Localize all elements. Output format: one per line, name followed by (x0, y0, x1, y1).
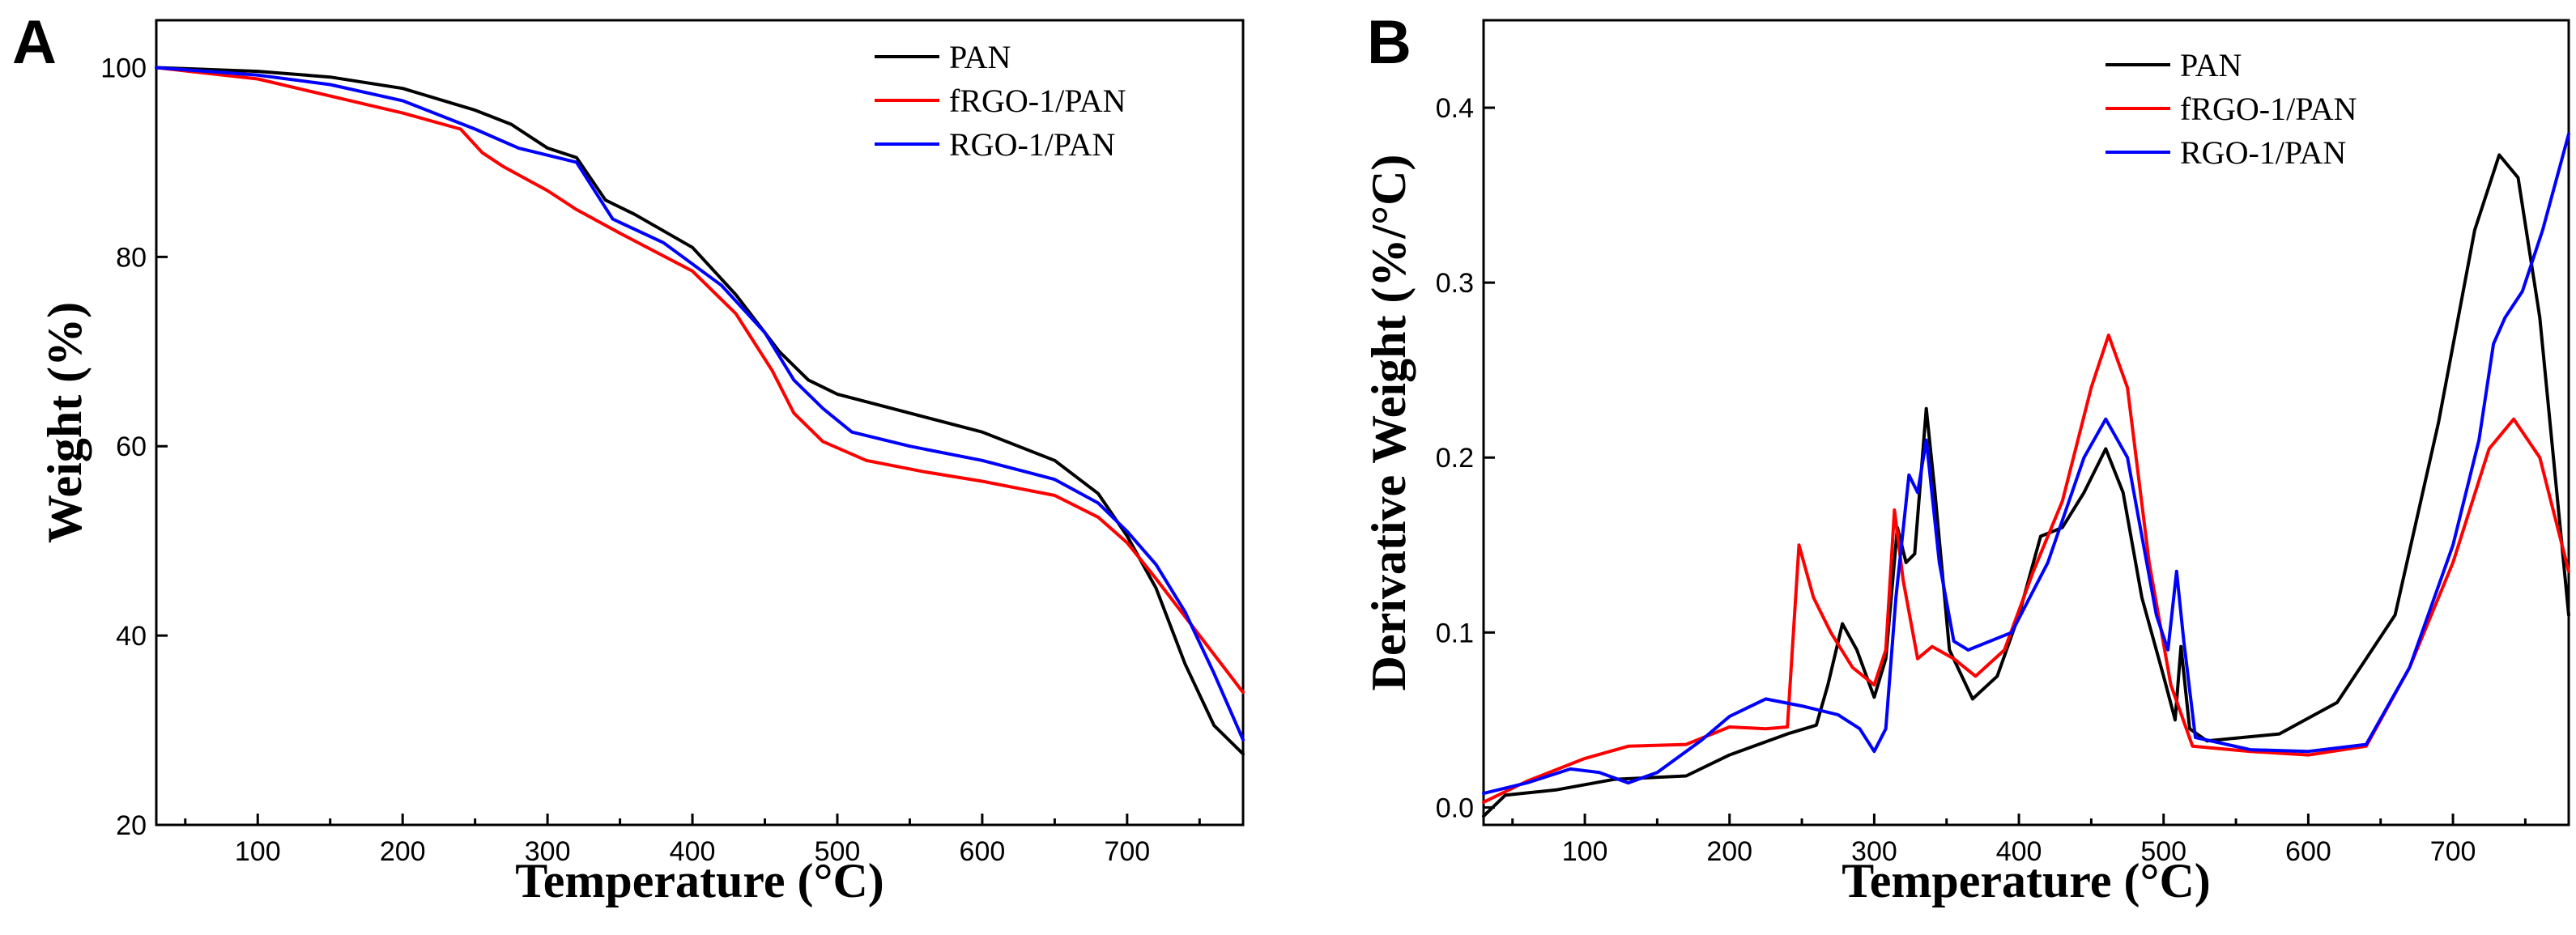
panel-a-legend-label: fRGO-1/PAN (949, 83, 1126, 119)
panel-a-legend-label: PAN (949, 39, 1011, 75)
panel-b-legend-label: fRGO-1/PAN (2180, 91, 2357, 127)
panel-b-y-tick-label: 0.2 (1436, 443, 1474, 474)
panel-b-x-tick-label: 400 (1996, 836, 2042, 867)
panel-a-ticks: 100 200 300 400 500 600 700 20 40 60 80 100 (100, 53, 1201, 867)
panel-b-y-tick-label: 0.1 (1436, 618, 1474, 648)
panel-b-y-axis-title: Derivative Weight (%/°C) (1362, 155, 1416, 691)
panel-a-legend-label: RGO-1/PAN (949, 126, 1115, 163)
panel-b-y-tick-label: 0.0 (1436, 793, 1474, 823)
panel-b-x-tick-label: 700 (2430, 836, 2476, 867)
panel-a-y-axis-title: Weight (%) (38, 302, 92, 543)
panel-b-x-tick-label: 300 (1851, 836, 1897, 867)
panel-b-x-tick-label: 100 (1562, 836, 1608, 867)
panel-a-letter: A (12, 8, 57, 77)
panel-b: B 100 200 300 400 500 600 700 0.0 0.1 0.2 0.3 0.4 P… (1362, 8, 2570, 907)
panel-b-y-tick-label: 0.3 (1436, 268, 1474, 299)
panel-a-x-tick-label: 300 (525, 836, 571, 867)
panel-a-x-tick-label: 200 (380, 836, 426, 867)
panel-b-x-axis-title: Temperature (°C) (1842, 854, 2211, 907)
panel-a-series (155, 66, 1245, 756)
panel-a-y-tick-label: 20 (116, 810, 147, 841)
panel-b-series-frgo-1-pan (1482, 334, 2570, 804)
panel-b-legend: PAN fRGO-1/PAN RGO-1/PAN (2106, 47, 2357, 171)
panel-a-series-frgo-1-pan (155, 66, 1245, 695)
panel-b-legend-label: RGO-1/PAN (2180, 134, 2346, 171)
panel-a-x-axis-title: Temperature (°C) (515, 854, 884, 907)
panel-a-plot-frame (155, 19, 1245, 827)
panel-a-x-tick-label: 100 (235, 836, 281, 867)
panel-a-y-tick-label: 80 (116, 242, 147, 273)
panel-a-x-tick-label: 700 (1104, 836, 1150, 867)
panel-a-x-tick-label: 500 (815, 836, 861, 867)
panel-a-y-tick-label: 40 (116, 621, 147, 652)
panel-b-series (1482, 132, 2570, 818)
panel-b-plot-frame (1482, 19, 2570, 827)
panel-a-series-rgo-1-pan (155, 66, 1245, 742)
panel-a-x-tick-label: 600 (960, 836, 1006, 867)
panel-b-series-rgo-1-pan (1482, 132, 2570, 796)
panel-a-series-pan (155, 66, 1245, 756)
panel-a-legend: PAN fRGO-1/PAN RGO-1/PAN (875, 39, 1126, 163)
panel-a-x-tick-label: 400 (670, 836, 716, 867)
panel-a: A 100 200 300 400 500 600 700 20 40 60 80 100 PAN fR… (12, 8, 1245, 907)
panel-a-y-tick-label: 60 (116, 431, 147, 462)
panel-b-y-tick-label: 0.4 (1436, 93, 1474, 124)
panel-b-x-tick-label: 200 (1706, 836, 1752, 867)
panel-b-x-tick-label: 600 (2285, 836, 2331, 867)
panel-b-x-tick-label: 500 (2140, 836, 2186, 867)
panel-b-ticks: 100 200 300 400 500 600 700 0.0 0.1 0.2 0.3 0.4 (1436, 93, 2527, 867)
panel-b-series-pan (1482, 153, 2570, 818)
panel-b-legend-label: PAN (2180, 47, 2242, 83)
panel-b-letter: B (1367, 8, 1411, 77)
panel-a-y-tick-label: 100 (100, 53, 147, 83)
